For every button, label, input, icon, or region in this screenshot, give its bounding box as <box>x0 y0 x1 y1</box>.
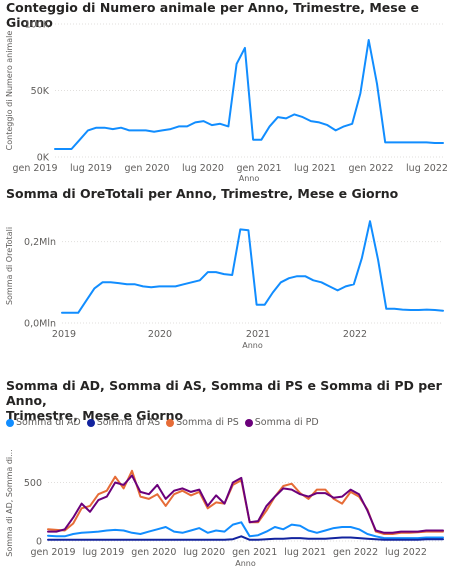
x-tick-label: gen 2021 <box>236 163 281 174</box>
legend-item-ad[interactable]: Somma di AD <box>6 417 81 428</box>
y-tick-label: 0,2Mln <box>24 237 56 248</box>
x-tick-label: 2022 <box>343 329 367 340</box>
x-tick-label: gen 2019 <box>12 163 57 174</box>
chart-animal-count: Conteggio di Numero animale per Anno, Tr… <box>0 0 452 185</box>
legend-item-pd[interactable]: Somma di PD <box>244 417 319 428</box>
y-tick-label: 0,0Mln <box>24 319 56 330</box>
x-tick-label: lug 2021 <box>284 547 326 558</box>
legend-item-ps[interactable]: Somma di PS <box>166 417 239 428</box>
x-axis-title: Anno <box>235 559 256 568</box>
legend-label: Somma di PS <box>176 417 239 428</box>
legend-label: Somma di PD <box>254 417 319 428</box>
x-tick-label: 2020 <box>148 329 172 340</box>
series-line-somma-di-as <box>47 535 444 541</box>
y-axis-title: Somma di OreTotali <box>5 227 14 305</box>
legend-dot <box>166 418 175 427</box>
y-tick-label: 50K <box>31 86 50 97</box>
series-line-main <box>54 39 444 150</box>
legend-item-as[interactable]: Somma di AS <box>86 417 161 428</box>
x-axis-title: Anno <box>242 341 263 350</box>
chart-title: Conteggio di Numero animale per Anno, Tr… <box>6 0 420 30</box>
line-chart-animal-count: 0K 50K 100K gen 2019 lug 2019 gen 2020 lug 202… <box>5 20 448 184</box>
x-tick-label: gen 2019 <box>30 547 75 558</box>
x-tick-label: gen 2020 <box>131 547 176 558</box>
legend-label: Somma di AS <box>96 417 161 428</box>
line-chart-ad-as-ps-pd: 0 500 gen 2019 lug 2019 gen 2020 lug 2020 gen … <box>5 449 444 568</box>
legend-dot <box>244 418 253 427</box>
y-tick-label: 100K <box>25 20 50 31</box>
line-chart-total-hours: 0,0Mln 0,2Mln 2019 2020 2021 2022 Anno Somma di… <box>5 220 444 350</box>
chart-ad-as-ps-pd: Somma di AD, Somma di AS, Somma di PS e … <box>0 375 452 571</box>
x-tick-label: gen 2020 <box>124 163 169 174</box>
x-tick-label: gen 2022 <box>348 163 393 174</box>
y-tick-label: 0K <box>37 153 50 164</box>
legend-dot <box>6 418 14 427</box>
x-tick-label: gen 2022 <box>333 547 378 558</box>
x-tick-label: lug 2021 <box>294 163 336 174</box>
x-tick-label: lug 2019 <box>82 547 124 558</box>
series-line-somma-di-ad <box>47 521 444 540</box>
x-axis-title: Anno <box>239 174 260 183</box>
y-tick-label: 500 <box>24 478 42 489</box>
legend: Somma di AD Somma di AS Somma di PS Somm… <box>6 417 319 428</box>
x-tick-label: lug 2022 <box>406 163 448 174</box>
legend-label: Somma di AD <box>16 417 81 428</box>
y-axis-title: Conteggio di Numero animale <box>5 31 14 151</box>
x-tick-label: 2019 <box>52 329 76 340</box>
chart-title: Somma di AD, Somma di AS, Somma di PS e … <box>6 378 442 423</box>
x-tick-label: lug 2020 <box>182 163 224 174</box>
chart-total-hours: Somma di OreTotali per Anno, Trimestre, … <box>0 185 452 360</box>
legend-dot <box>86 418 95 427</box>
x-tick-label: 2021 <box>246 329 270 340</box>
y-axis-title: Somma di AD, Somma di... <box>5 449 14 557</box>
x-tick-label: lug 2020 <box>183 547 225 558</box>
y-tick-label: 0 <box>36 537 42 548</box>
series-line-main <box>61 220 444 314</box>
x-tick-label: gen 2021 <box>232 547 277 558</box>
x-tick-label: lug 2019 <box>70 163 112 174</box>
series-line-somma-di-pd <box>47 474 444 534</box>
x-tick-label: lug 2022 <box>385 547 427 558</box>
chart-title: Somma di OreTotali per Anno, Trimestre, … <box>6 186 399 201</box>
